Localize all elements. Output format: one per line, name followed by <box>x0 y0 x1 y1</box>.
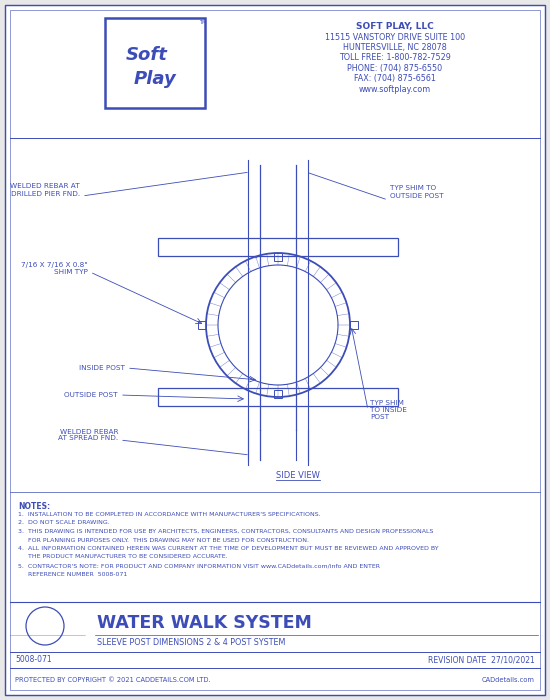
Text: FAX: (704) 875-6561: FAX: (704) 875-6561 <box>354 74 436 83</box>
Text: PROTECTED BY COPYRIGHT © 2021 CADDETAILS.COM LTD.: PROTECTED BY COPYRIGHT © 2021 CADDETAILS… <box>15 677 211 683</box>
Bar <box>274 253 282 261</box>
Text: TOLL FREE: 1-800-782-7529: TOLL FREE: 1-800-782-7529 <box>339 53 451 62</box>
Bar <box>274 390 282 398</box>
Text: FOR PLANNING PURPOSES ONLY.  THIS DRAWING MAY NOT BE USED FOR CONSTRUCTION.: FOR PLANNING PURPOSES ONLY. THIS DRAWING… <box>18 538 309 542</box>
Bar <box>198 321 206 329</box>
Text: Play: Play <box>134 70 177 88</box>
Bar <box>158 238 398 256</box>
Text: REVISION DATE  27/10/2021: REVISION DATE 27/10/2021 <box>428 655 535 664</box>
Text: TYP SHIM
TO INSIDE
POST: TYP SHIM TO INSIDE POST <box>370 400 407 420</box>
Bar <box>105 18 205 108</box>
Text: 3.  THIS DRAWING IS INTENDED FOR USE BY ARCHITECTS, ENGINEERS, CONTRACTORS, CONS: 3. THIS DRAWING IS INTENDED FOR USE BY A… <box>18 529 433 534</box>
Bar <box>158 388 398 406</box>
Text: TM: TM <box>199 20 207 25</box>
Text: THE PRODUCT MANUFACTURER TO BE CONSIDERED ACCURATE.: THE PRODUCT MANUFACTURER TO BE CONSIDERE… <box>18 554 228 559</box>
Text: 4.  ALL INFORMATION CONTAINED HEREIN WAS CURRENT AT THE TIME OF DEVELOPMENT BUT : 4. ALL INFORMATION CONTAINED HEREIN WAS … <box>18 546 439 551</box>
Text: 5008-071: 5008-071 <box>15 655 52 664</box>
Text: HUNTERSVILLE, NC 28078: HUNTERSVILLE, NC 28078 <box>343 43 447 52</box>
Text: Soft: Soft <box>126 46 168 64</box>
Text: SIDE VIEW: SIDE VIEW <box>276 470 320 480</box>
Text: WELDED REBAR AT
DRILLED PIER FND.: WELDED REBAR AT DRILLED PIER FND. <box>10 183 80 197</box>
Text: NOTES:: NOTES: <box>18 502 50 511</box>
Text: 7/16 X 7/16 X 0.8"
SHIM TYP: 7/16 X 7/16 X 0.8" SHIM TYP <box>21 262 88 274</box>
Text: SLEEVE POST DIMENSIONS 2 & 4 POST SYSTEM: SLEEVE POST DIMENSIONS 2 & 4 POST SYSTEM <box>97 638 285 647</box>
Text: SOFT PLAY, LLC: SOFT PLAY, LLC <box>356 22 434 31</box>
Text: 2.  DO NOT SCALE DRAWING.: 2. DO NOT SCALE DRAWING. <box>18 521 110 526</box>
Text: 1.  INSTALLATION TO BE COMPLETED IN ACCORDANCE WITH MANUFACTURER'S SPECIFICATION: 1. INSTALLATION TO BE COMPLETED IN ACCOR… <box>18 512 321 517</box>
Text: 11515 VANSTORY DRIVE SUITE 100: 11515 VANSTORY DRIVE SUITE 100 <box>325 32 465 41</box>
Text: PHONE: (704) 875-6550: PHONE: (704) 875-6550 <box>348 64 443 73</box>
Bar <box>350 321 358 329</box>
Text: WATER WALK SYSTEM: WATER WALK SYSTEM <box>97 614 312 632</box>
Text: WELDED REBAR
AT SPREAD FND.: WELDED REBAR AT SPREAD FND. <box>58 428 118 442</box>
Text: 5.  CONTRACTOR'S NOTE: FOR PRODUCT AND COMPANY INFORMATION VISIT www.CADdetails.: 5. CONTRACTOR'S NOTE: FOR PRODUCT AND CO… <box>18 563 380 568</box>
Text: INSIDE POST: INSIDE POST <box>79 365 125 371</box>
Text: www.softplay.com: www.softplay.com <box>359 85 431 94</box>
Text: REFERENCE NUMBER  5008-071: REFERENCE NUMBER 5008-071 <box>18 571 127 577</box>
Text: TYP SHIM TO
OUTSIDE POST: TYP SHIM TO OUTSIDE POST <box>390 186 443 199</box>
Text: CADdetails.com: CADdetails.com <box>482 677 535 683</box>
Text: OUTSIDE POST: OUTSIDE POST <box>64 392 118 398</box>
